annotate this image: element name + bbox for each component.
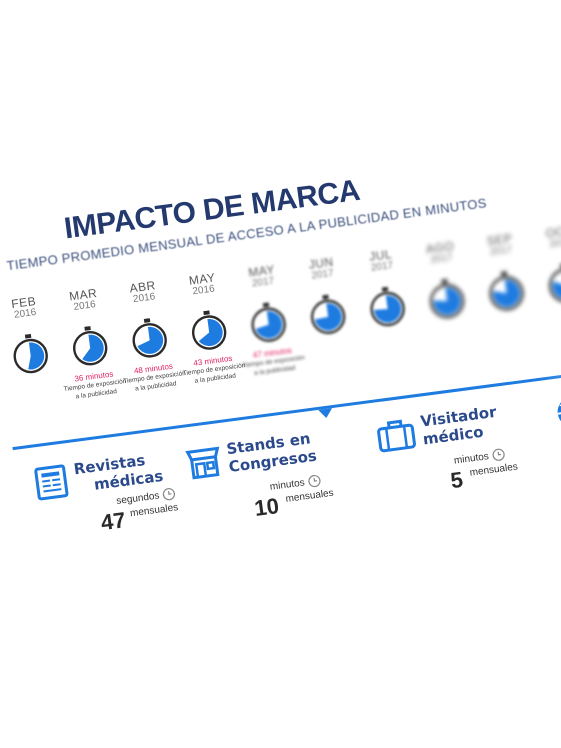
metric-number: 10 — [252, 493, 281, 522]
channel-metric: 47 segundos mensuales — [99, 488, 179, 536]
timeline-month: ABR 2016 — [112, 277, 175, 309]
infographic-scene: IMPACTO DE MARCA TIEMPO PROMEDIO MENSUAL… — [0, 116, 561, 556]
timeline-month: AGO 2017 — [410, 238, 473, 270]
metric-unit-1: minutos — [269, 477, 306, 493]
stopwatch-icon — [132, 318, 167, 358]
stopwatch-fill — [82, 334, 104, 362]
timeline-stat: 36 minutos Tiempo de exposición a la publ… — [62, 368, 129, 403]
clock-icon — [162, 488, 176, 501]
timeline-stat: 48 minutos Tiempo de exposición a la publ… — [121, 360, 188, 395]
globe-icon — [557, 396, 561, 427]
newspaper-icon — [34, 464, 69, 501]
stopwatch-icon — [13, 333, 48, 374]
timeline-stat: 47 minutos Tiempo de exposición a la publ… — [240, 344, 307, 379]
clock-icon — [492, 448, 505, 461]
timeline-month: MAR 2016 — [53, 285, 116, 317]
stopwatch-fill — [198, 319, 223, 347]
timeline-month: OCT 2018 — [529, 222, 561, 254]
briefcase-icon — [377, 419, 416, 453]
metric-unit-2: mensuales — [284, 487, 335, 505]
stopwatch-icon — [251, 302, 286, 342]
timeline-month: JUL 2017 — [350, 246, 413, 278]
clock-icon — [308, 474, 321, 488]
timeline-month: MAY 2016 — [172, 269, 235, 301]
store-icon — [185, 446, 220, 480]
stopwatch-icon — [370, 286, 405, 327]
timeline-month: JUN 2017 — [291, 253, 354, 285]
timeline-month: SEP 2017 — [469, 230, 532, 262]
stopwatch-fill — [433, 287, 461, 315]
divider-fade — [537, 355, 561, 384]
stopwatch-icon — [489, 271, 524, 311]
stopwatch-icon — [191, 310, 227, 350]
stopwatch-fill — [137, 326, 164, 354]
stopwatch-fill — [28, 342, 45, 370]
stopwatch-icon — [310, 294, 346, 335]
metric-number: 5 — [448, 466, 465, 494]
stopwatch-fill — [552, 272, 561, 299]
timeline-month: FEB 2016 — [0, 293, 56, 325]
metric-unit-2: mensuales — [129, 502, 179, 520]
stopwatch-fill — [255, 311, 283, 339]
pointer-triangle — [318, 408, 334, 419]
timeline: FEB 2016 MAR 2016 36 minutos Tiempo de exposi… — [0, 116, 561, 400]
metric-number: 47 — [99, 507, 127, 536]
stopwatch-icon — [72, 325, 108, 366]
stopwatch-fill — [314, 303, 342, 331]
stopwatch-icon — [548, 263, 561, 303]
timeline-month: MAY 2017 — [231, 261, 294, 293]
stopwatch-fill — [493, 279, 521, 307]
metric-unit-2: mensuales — [469, 461, 519, 479]
channel-metric: 5 minutos mensuales — [448, 448, 518, 494]
stopwatch-icon — [429, 278, 465, 319]
metric-unit-1: minutos — [453, 451, 490, 467]
stopwatch-fill — [374, 295, 402, 323]
channel-metric: 10 minutos mensuales — [252, 474, 334, 522]
timeline-stat: 43 minutos Tiempo de exposición a la publ… — [181, 352, 248, 387]
